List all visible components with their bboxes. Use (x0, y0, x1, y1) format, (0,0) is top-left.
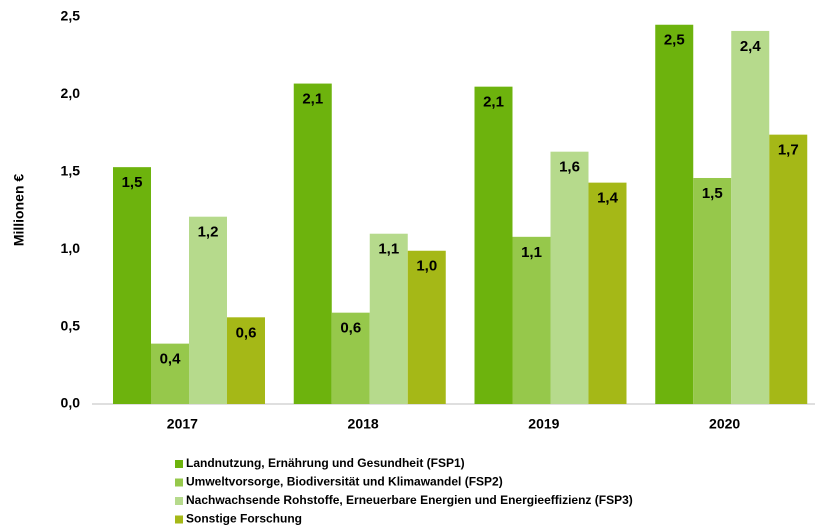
bar (731, 30, 770, 404)
legend-label: Landnutzung, Ernährung und Gesundheit (F… (186, 456, 465, 470)
data-label: 1,4 (597, 190, 619, 207)
bar (227, 317, 265, 404)
y-tick-label: 2,5 (61, 8, 81, 24)
legend-label: Nachwachsende Rohstoffe, Erneuerbare Ene… (186, 493, 633, 507)
y-tick-label: 1,5 (61, 163, 81, 179)
bar (369, 233, 408, 404)
data-label: 1,7 (778, 142, 799, 159)
legend-label: Umweltvorsorge, Biodiversität und Klimaw… (186, 475, 503, 489)
data-label: 0,6 (340, 320, 361, 337)
x-tick-label: 2019 (528, 416, 559, 432)
legend-swatch (175, 460, 183, 468)
data-label: 1,1 (521, 244, 542, 261)
bar (693, 177, 732, 404)
x-tick-label: 2020 (709, 416, 740, 432)
bar (512, 236, 551, 404)
bar (588, 182, 627, 404)
bar (151, 343, 189, 404)
data-label: 1,5 (122, 174, 143, 191)
legend-swatch (175, 497, 183, 505)
data-label: 2,4 (740, 38, 762, 55)
x-tick-label: 2018 (348, 416, 379, 432)
bar (769, 134, 808, 404)
data-label: 1,6 (559, 159, 580, 176)
y-axis-label: Millionen € (11, 174, 27, 247)
bar (189, 216, 227, 404)
bar (293, 83, 332, 405)
x-tick-label: 2017 (167, 416, 198, 432)
y-tick-label: 0,5 (61, 317, 81, 333)
legend-swatch (175, 478, 183, 487)
bar (474, 86, 513, 404)
data-label: 1,0 (416, 258, 437, 275)
y-tick-label: 1,0 (61, 240, 81, 256)
data-label: 2,5 (664, 32, 685, 49)
bar (331, 312, 370, 404)
y-tick-label: 0,0 (61, 395, 81, 411)
data-label: 0,4 (160, 351, 182, 368)
bar (113, 167, 151, 404)
legend-label: Sonstige Forschung (186, 512, 302, 526)
data-label: 1,2 (198, 224, 219, 241)
data-label: 2,1 (302, 91, 323, 108)
data-label: 2,1 (483, 94, 504, 111)
y-tick-label: 2,0 (61, 85, 81, 101)
data-label: 1,1 (378, 241, 399, 258)
bar (550, 151, 589, 404)
data-label: 0,6 (236, 324, 257, 341)
bar (655, 24, 694, 405)
data-label: 1,5 (702, 185, 723, 202)
bar (407, 250, 446, 404)
legend-swatch (175, 515, 183, 524)
